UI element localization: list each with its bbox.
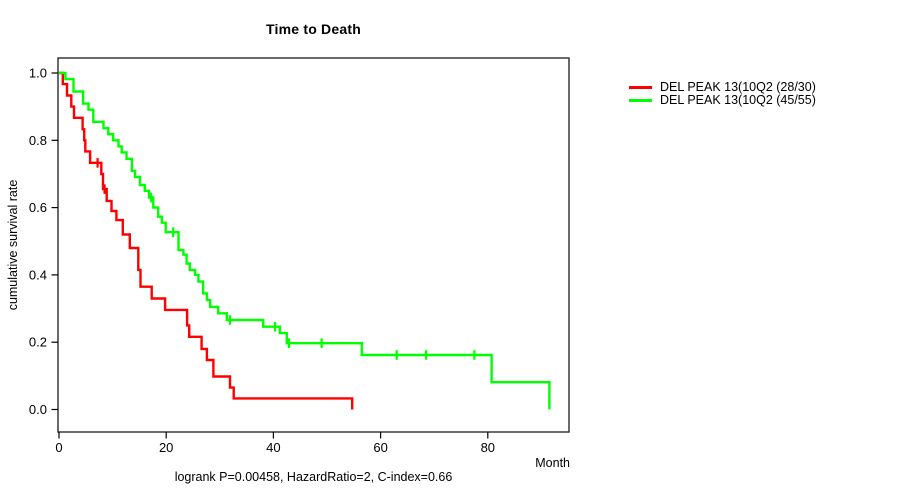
y-tick-label: 0.8 [29, 133, 47, 148]
legend-item-group1: DEL PEAK 13(10Q2 (28/30) [629, 81, 816, 94]
y-tick-label: 0.4 [29, 267, 47, 282]
x-axis-label: Month [535, 456, 570, 470]
y-tick-label: 0.6 [29, 200, 47, 215]
legend-label-group1: DEL PEAK 13(10Q2 (28/30) [660, 80, 816, 94]
legend-line-red-icon [629, 86, 652, 89]
stats-annotation: logrank P=0.00458, HazardRatio=2, C-inde… [174, 470, 453, 484]
survival-curve-green [59, 71, 551, 410]
plot-frame [57, 57, 570, 433]
y-tick-label: 1.0 [29, 66, 47, 81]
y-tick-label: 0.2 [29, 335, 47, 350]
legend: DEL PEAK 13(10Q2 (28/30) DEL PEAK 13(10Q… [629, 81, 816, 107]
y-tick-label: 0.0 [29, 402, 47, 417]
survival-curve-red [59, 71, 354, 410]
x-tick-label: 80 [481, 440, 495, 455]
x-tick-label: 40 [266, 440, 280, 455]
legend-item-group2: DEL PEAK 13(10Q2 (45/55) [629, 94, 816, 107]
x-tick-label: 0 [55, 440, 62, 455]
x-tick-label: 60 [373, 440, 387, 455]
y-axis-label: cumulative survival rate [6, 179, 20, 311]
x-tick-label: 20 [159, 440, 173, 455]
legend-label-group2: DEL PEAK 13(10Q2 (45/55) [660, 93, 816, 107]
chart-title: Time to Death [266, 21, 361, 37]
legend-line-green-icon [629, 99, 652, 102]
